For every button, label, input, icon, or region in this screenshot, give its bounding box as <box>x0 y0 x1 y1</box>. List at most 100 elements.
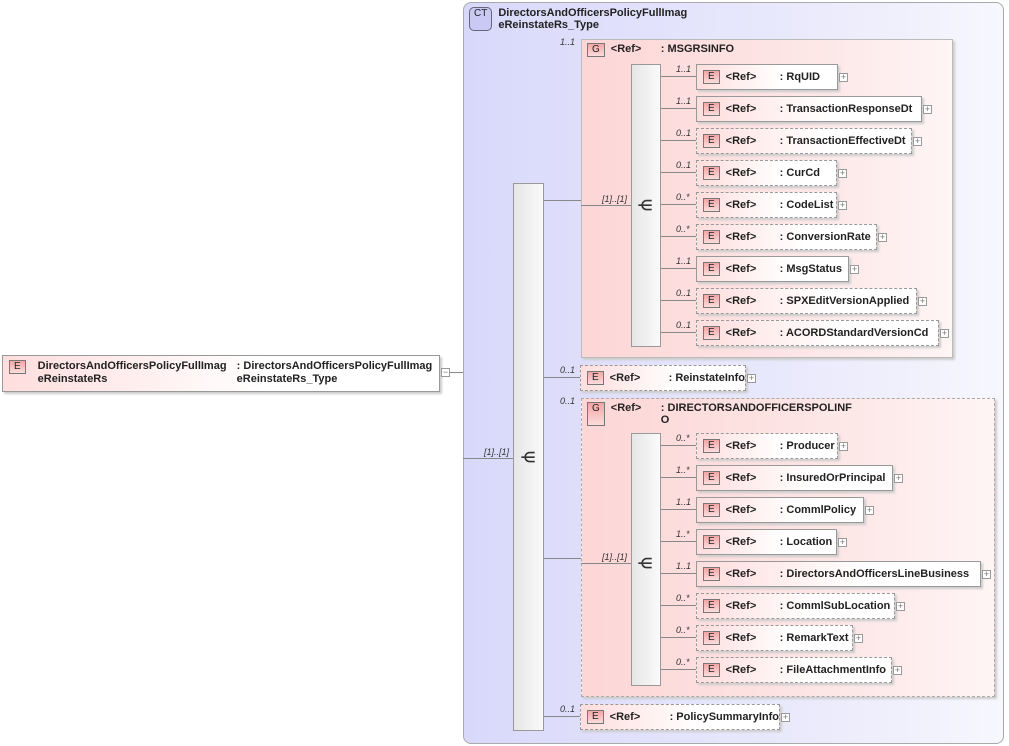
group-name: : DIRECTORSANDOFFICERSPOLINF O <box>660 402 852 426</box>
child-element[interactable]: E <Ref>: CodeList <box>696 192 837 218</box>
element-name: : InsuredOrPrincipal <box>779 472 886 484</box>
element-badge-icon: E <box>587 371 604 385</box>
group-ref: <Ref> <box>610 43 642 55</box>
root-element[interactable]: E DirectorsAndOfficersPolicyFullImag eRe… <box>2 355 440 392</box>
element-badge-icon: E <box>703 262 720 276</box>
group-name: : MSGRSINFO <box>660 43 735 55</box>
element-name: : Producer <box>779 440 835 452</box>
child-cardinality: 1..* <box>676 529 690 539</box>
child-element[interactable]: E <Ref>: TransactionEffectiveDt <box>696 128 912 154</box>
element-badge-icon: E <box>703 230 720 244</box>
element-ref: <Ref> <box>725 568 757 580</box>
child-element[interactable]: E <Ref>: RqUID <box>696 64 838 90</box>
group-sequence-cardinality: [1]..[1] <box>602 194 628 204</box>
expand-icon[interactable]: + <box>839 441 848 451</box>
complex-type-name: DirectorsAndOfficersPolicyFullImag eRein… <box>498 7 688 31</box>
direct-element[interactable]: E <Ref>: PolicySummaryInfo <box>580 704 780 730</box>
expand-icon[interactable]: + <box>838 168 847 178</box>
child-element[interactable]: E <Ref>: CommlSubLocation <box>696 593 895 619</box>
child-cardinality: 0..* <box>676 224 690 234</box>
expand-icon[interactable]: + <box>940 328 949 338</box>
element-ref: <Ref> <box>725 295 757 307</box>
expand-icon[interactable]: + <box>838 537 847 547</box>
child-element[interactable]: E <Ref>: DirectorsAndOfficersLineBusiness <box>696 561 981 587</box>
element-badge-icon: E <box>703 567 720 581</box>
child-element[interactable]: E <Ref>: InsuredOrPrincipal <box>696 465 893 491</box>
expand-icon[interactable]: + <box>854 633 863 643</box>
element-badge-icon: E <box>703 631 720 645</box>
element-ref: <Ref> <box>725 231 757 243</box>
child-element[interactable]: E <Ref>: ConversionRate <box>696 224 877 250</box>
expand-icon[interactable]: + <box>893 665 902 675</box>
element-ref: <Ref> <box>725 600 757 612</box>
element-ref: <Ref> <box>725 167 757 179</box>
element-name: : CodeList <box>779 199 834 211</box>
expand-icon[interactable]: + <box>918 296 927 306</box>
element-name: : ACORDStandardVersionCd <box>779 327 929 339</box>
child-element[interactable]: E <Ref>: SPXEditVersionApplied <box>696 288 917 314</box>
element-name: : TransactionResponseDt <box>779 103 913 115</box>
group-ref: <Ref> <box>610 402 642 414</box>
element-badge-icon: E <box>703 503 720 517</box>
element-badge-icon: E <box>703 535 720 549</box>
child-cardinality: 0..1 <box>676 320 692 330</box>
root-element-type: : DirectorsAndOfficersPolicyFullImag eRe… <box>236 360 433 385</box>
expand-icon[interactable]: + <box>865 505 874 515</box>
child-element[interactable]: E <Ref>: ACORDStandardVersionCd <box>696 320 939 346</box>
group-badge-icon: G <box>587 43 605 57</box>
child-element[interactable]: E <Ref> : CommlPolicy <box>696 497 864 523</box>
group-sequence-compositor[interactable] <box>631 433 661 686</box>
group-header: G <Ref> : MSGRSINFO <box>587 43 861 57</box>
expand-icon[interactable]: + <box>923 104 932 114</box>
group-cardinality: 0..1 <box>560 396 576 406</box>
element-badge-icon: E <box>703 439 720 453</box>
child-cardinality: 0..1 <box>676 128 692 138</box>
element-badge-icon: E <box>703 198 720 212</box>
sequence-icon: ⋲ <box>638 555 652 571</box>
expand-icon[interactable]: + <box>838 200 847 210</box>
element-name: : PolicySummaryInfo <box>669 711 779 723</box>
child-element[interactable]: E <Ref>: Producer <box>696 433 838 459</box>
element-badge-icon: E <box>703 294 720 308</box>
child-element[interactable]: E <Ref>: FileAttachmentInfo <box>696 657 892 683</box>
element-badge-icon: E <box>703 663 720 677</box>
element-cardinality: 0..1 <box>560 365 576 375</box>
direct-element[interactable]: E <Ref>: ReinstateInfo <box>580 365 746 391</box>
element-name: : CommlSubLocation <box>779 600 891 612</box>
expand-icon[interactable]: + <box>982 569 991 579</box>
element-ref: <Ref> <box>725 632 757 644</box>
complex-type-header: CT DirectorsAndOfficersPolicyFullImag eR… <box>469 7 728 31</box>
expand-icon[interactable]: + <box>913 136 922 146</box>
expand-icon[interactable]: + <box>839 72 848 82</box>
element-badge-icon: E <box>703 102 720 116</box>
group-sequence-compositor[interactable] <box>631 64 661 347</box>
main-sequence-compositor[interactable] <box>513 183 544 731</box>
element-name: : CommlPolicy <box>779 504 857 516</box>
expand-icon[interactable]: + <box>896 601 905 611</box>
element-name: : ReinstateInfo <box>668 372 745 384</box>
element-name: : RemarkText <box>779 632 849 644</box>
child-cardinality: 1..1 <box>676 64 692 74</box>
child-element[interactable]: E <Ref> : RemarkText <box>696 625 853 651</box>
element-ref: <Ref> <box>725 664 757 676</box>
child-cardinality: 0..* <box>676 192 690 202</box>
element-badge-icon: E <box>703 471 720 485</box>
element-name: : CurCd <box>779 167 820 179</box>
expand-icon[interactable]: + <box>894 473 903 483</box>
element-ref: <Ref> <box>725 135 757 147</box>
expand-icon[interactable]: + <box>850 264 859 274</box>
expand-icon[interactable]: + <box>878 232 887 242</box>
group-cardinality: 1..1 <box>560 37 576 47</box>
child-element[interactable]: E <Ref>: Location <box>696 529 837 555</box>
expand-icon[interactable]: + <box>747 373 756 383</box>
element-ref: <Ref> <box>725 103 757 115</box>
child-element[interactable]: E <Ref>: CurCd <box>696 160 837 186</box>
collapse-icon[interactable]: − <box>441 367 450 377</box>
sequence-icon: ⋲ <box>638 197 652 213</box>
child-element[interactable]: E <Ref>: MsgStatus <box>696 256 849 282</box>
expand-icon[interactable]: + <box>781 712 790 722</box>
element-badge-icon: E <box>703 326 720 340</box>
element-ref: <Ref> <box>725 504 757 516</box>
child-cardinality: 0..* <box>676 657 690 667</box>
child-element[interactable]: E <Ref> : TransactionResponseDt <box>696 96 922 122</box>
